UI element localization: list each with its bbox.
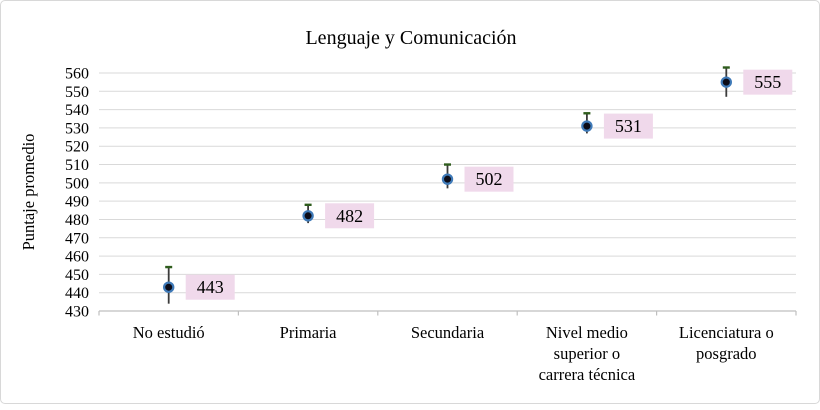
- y-tick-label: 450: [65, 267, 89, 284]
- x-category-label: Nivel medio: [546, 323, 628, 342]
- data-label-bg: [743, 69, 793, 95]
- x-category-label: No estudió: [133, 323, 205, 342]
- y-tick-label: 490: [65, 194, 89, 211]
- data-point: [302, 210, 314, 222]
- data-label-bg: [185, 274, 235, 300]
- y-tick-label: 520: [65, 139, 89, 156]
- y-tick-label: 500: [65, 175, 89, 192]
- y-tick-label: 440: [65, 285, 89, 302]
- data-label: 443: [197, 277, 224, 297]
- data-point: [581, 120, 593, 132]
- y-tick-label: 510: [65, 157, 89, 174]
- x-category-label: Licenciatura o: [679, 323, 774, 342]
- x-category-label: posgrado: [696, 344, 757, 363]
- data-label-bg: [464, 166, 514, 192]
- x-category-label: Primaria: [280, 323, 337, 342]
- data-label: 555: [754, 72, 781, 92]
- data-label: 482: [336, 206, 363, 226]
- x-category-label: superior o: [554, 344, 620, 363]
- data-label: 531: [615, 116, 642, 136]
- y-tick-label: 550: [65, 84, 89, 101]
- y-tick-label: 470: [65, 230, 89, 247]
- data-point: [720, 76, 733, 88]
- y-tick-label: 540: [65, 102, 89, 119]
- y-tick-label: 430: [65, 304, 89, 321]
- data-label-bg: [603, 113, 653, 139]
- y-axis-title: Puntaje promedio: [19, 134, 38, 251]
- x-category-label: carrera técnica: [539, 365, 636, 384]
- y-tick-label: 460: [65, 249, 89, 266]
- y-tick-label: 530: [65, 120, 89, 137]
- data-label-bg: [325, 203, 375, 229]
- data-label: 502: [476, 169, 503, 189]
- y-tick-label: 480: [65, 212, 89, 229]
- x-category-label: Secundaria: [411, 323, 485, 342]
- y-tick-label: 560: [65, 66, 89, 83]
- data-point: [441, 173, 454, 185]
- chart-title: Lenguaje y Comunicación: [305, 27, 516, 49]
- data-point: [162, 281, 175, 293]
